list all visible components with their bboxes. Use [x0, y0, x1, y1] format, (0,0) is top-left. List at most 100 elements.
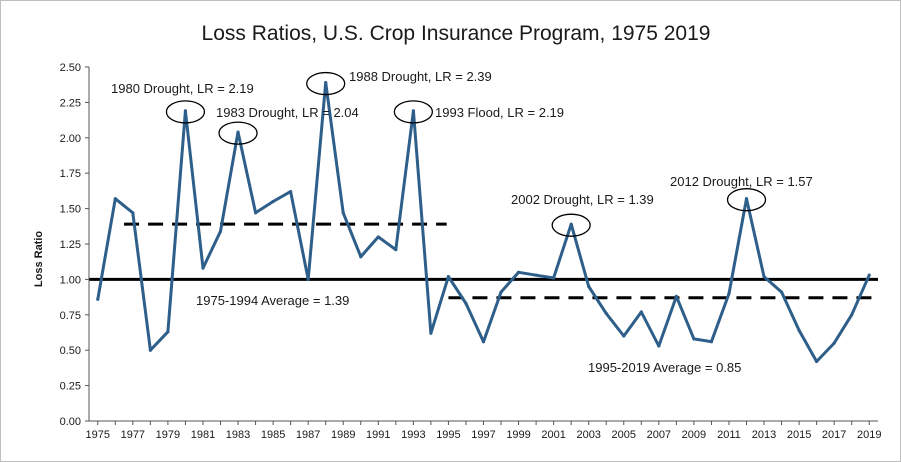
data-point: [727, 291, 731, 296]
data-point: [587, 284, 591, 289]
annotation-1983: 1983 Drought, LR = 2.04: [216, 105, 359, 120]
data-point: [779, 290, 784, 294]
data-point: [359, 255, 363, 259]
x-tick-label: 1983: [226, 429, 250, 441]
y-tick-label: 2.00: [60, 133, 81, 145]
data-point: [464, 301, 468, 306]
annotation-circle: [551, 213, 591, 237]
annotation-1988: 1988 Drought, LR = 2.39: [349, 69, 492, 84]
average-label-1995-2019: 1995-2019 Average = 0.85: [588, 360, 741, 375]
annotation-circle: [165, 100, 206, 124]
y-tick-label: 2.25: [60, 97, 81, 109]
data-point: [622, 334, 626, 338]
data-point: [709, 340, 714, 344]
y-axis-label: Loss Ratio: [33, 231, 45, 288]
data-point: [639, 310, 643, 314]
x-tick-label: 2013: [752, 429, 776, 441]
x-tick-label: 1995: [436, 429, 460, 441]
average-label-1975-1994: 1975-1994 Average = 1.39: [196, 293, 349, 308]
x-tick-label: 2019: [857, 429, 881, 441]
data-point: [604, 311, 608, 315]
axes: 0.00 0.25 0.50 0.75 1.00 1.25 1.50 1.75 2.00 2.25…: [60, 62, 882, 441]
annotation-2012: 2012 Drought, LR = 1.57: [670, 174, 813, 189]
data-point: [148, 348, 152, 352]
y-tick-label: 0.75: [60, 310, 81, 322]
data-point: [306, 277, 310, 281]
x-tick-label: 1993: [401, 429, 425, 441]
y-tick-label: 1.50: [60, 204, 81, 216]
y-tick-label: 1.25: [60, 239, 81, 251]
y-tick-label: 0.25: [60, 381, 81, 393]
data-point: [674, 294, 678, 298]
data-point: [324, 80, 328, 85]
data-point: [569, 222, 573, 226]
data-point: [96, 297, 100, 301]
x-tick-label: 2011: [717, 429, 741, 441]
data-point: [236, 130, 240, 134]
x-tick-label: 1991: [366, 429, 390, 441]
data-point: [832, 341, 836, 345]
data-point: [411, 109, 415, 113]
data-point: [271, 199, 275, 204]
x-tick-label: 2015: [787, 429, 811, 441]
data-point: [534, 273, 538, 277]
chart-title: Loss Ratios, U.S. Crop Insurance Program…: [202, 22, 711, 45]
data-point: [692, 337, 696, 341]
series-line-layer: [96, 80, 871, 364]
data-point: [166, 330, 170, 334]
data-point: [797, 328, 801, 332]
annotation-2002: 2002 Drought, LR = 1.39: [511, 192, 654, 207]
x-tick-label: 1989: [331, 429, 355, 441]
annotation-circle: [306, 71, 346, 96]
data-point: [341, 211, 345, 215]
x-tick-label: 2005: [612, 429, 636, 441]
y-tick-label: 0.50: [60, 345, 81, 357]
data-point: [815, 359, 819, 364]
y-tick-label: 2.50: [60, 62, 81, 74]
data-point: [516, 270, 521, 274]
data-point: [552, 276, 556, 280]
x-tick-label: 2003: [576, 429, 600, 441]
x-tick-label: 1999: [506, 429, 530, 441]
x-tick-label: 1981: [191, 429, 215, 441]
loss-ratio-series-line: [96, 81, 871, 363]
data-point: [183, 109, 188, 113]
data-point: [253, 211, 258, 215]
annotation-1980: 1980 Drought, LR = 2.19: [111, 81, 254, 96]
x-tick-label: 2001: [541, 429, 565, 441]
data-point: [867, 273, 871, 277]
x-tick-label: 1979: [156, 429, 180, 441]
data-point: [289, 190, 293, 194]
data-point: [481, 340, 486, 344]
x-tick-label: 1985: [261, 429, 285, 441]
data-point: [394, 248, 398, 252]
x-tick-label: 2007: [647, 429, 671, 441]
data-point: [201, 266, 205, 270]
data-point: [113, 197, 117, 201]
x-tick-label: 2017: [822, 429, 846, 441]
annotation-circle: [393, 100, 434, 124]
data-point: [218, 229, 223, 233]
data-point: [657, 344, 661, 348]
data-point: [376, 235, 380, 239]
annotations: [165, 71, 767, 237]
data-point: [429, 331, 433, 335]
y-tick-label: 0.00: [60, 416, 81, 428]
data-point: [499, 290, 503, 294]
annotation-circle: [218, 121, 258, 145]
x-tick-label: 2009: [682, 429, 706, 441]
data-point: [762, 274, 766, 279]
data-point: [446, 274, 451, 279]
y-tick-label: 1.00: [60, 274, 81, 286]
data-point: [744, 197, 749, 201]
x-tick-label: 1987: [296, 429, 320, 441]
x-tick-label: 1975: [86, 429, 110, 441]
x-tick-label: 1977: [121, 429, 145, 441]
data-point: [131, 211, 135, 215]
annotation-1993: 1993 Flood, LR = 2.19: [435, 105, 564, 120]
annotation-circle: [726, 188, 767, 212]
x-tick-label: 1997: [471, 429, 495, 441]
y-tick-label: 1.75: [60, 168, 81, 180]
